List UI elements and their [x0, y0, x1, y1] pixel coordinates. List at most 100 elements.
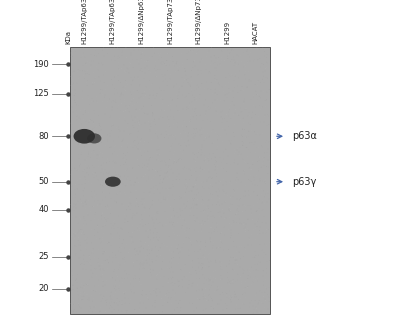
Point — [153, 290, 159, 296]
Point — [180, 151, 186, 157]
Point — [122, 84, 129, 89]
Point — [155, 211, 161, 216]
Text: 50: 50 — [39, 177, 49, 186]
Point — [205, 167, 212, 172]
Point — [180, 181, 186, 186]
Point — [105, 261, 112, 266]
Point — [72, 165, 78, 171]
Point — [83, 80, 89, 85]
Point — [242, 285, 248, 290]
Point — [191, 196, 198, 201]
Point — [189, 49, 196, 54]
Point — [121, 212, 128, 217]
Point — [228, 281, 234, 286]
Point — [168, 224, 174, 229]
Point — [74, 139, 81, 144]
Point — [243, 107, 250, 112]
Point — [212, 90, 218, 96]
Point — [81, 222, 87, 228]
Point — [241, 302, 247, 307]
Point — [201, 235, 208, 241]
Point — [120, 109, 126, 114]
Point — [74, 244, 80, 249]
Point — [119, 201, 125, 207]
Point — [171, 309, 177, 314]
Point — [188, 165, 195, 171]
Point — [145, 161, 151, 166]
Point — [180, 118, 187, 123]
Point — [69, 76, 76, 82]
Point — [96, 123, 103, 128]
Point — [165, 51, 172, 56]
Point — [129, 166, 136, 171]
Point — [119, 74, 126, 80]
Point — [166, 260, 173, 265]
Point — [135, 120, 142, 125]
Point — [174, 120, 180, 125]
Point — [188, 73, 195, 78]
Point — [227, 73, 233, 79]
Point — [247, 113, 253, 119]
Point — [97, 78, 104, 83]
Point — [114, 87, 120, 92]
Point — [219, 154, 225, 160]
Point — [158, 241, 164, 247]
Point — [208, 214, 214, 219]
Point — [138, 153, 145, 158]
Point — [108, 303, 114, 308]
Point — [106, 173, 112, 178]
Point — [151, 220, 157, 226]
Point — [232, 215, 238, 221]
Point — [73, 123, 80, 129]
Point — [200, 180, 207, 185]
Point — [217, 179, 224, 184]
Point — [205, 86, 211, 92]
Point — [162, 76, 168, 81]
Point — [88, 134, 95, 140]
Point — [154, 151, 160, 156]
Point — [84, 99, 90, 105]
Point — [227, 59, 233, 64]
Point — [250, 279, 256, 284]
Point — [240, 106, 247, 111]
Point — [231, 122, 237, 127]
Point — [124, 268, 130, 273]
Point — [71, 122, 77, 128]
Point — [146, 206, 153, 211]
Point — [168, 114, 174, 119]
Point — [236, 83, 242, 89]
Point — [239, 134, 246, 139]
Point — [246, 78, 252, 84]
Point — [221, 232, 228, 238]
Point — [244, 161, 251, 166]
Point — [214, 301, 220, 307]
Point — [70, 283, 76, 288]
Point — [189, 283, 195, 289]
Point — [68, 136, 75, 142]
Point — [187, 262, 193, 267]
Point — [234, 272, 241, 277]
Point — [236, 72, 242, 78]
Point — [170, 170, 176, 176]
Point — [89, 172, 96, 177]
Point — [230, 112, 236, 117]
Point — [158, 108, 165, 113]
Point — [92, 216, 98, 221]
Point — [121, 62, 127, 67]
Point — [223, 91, 229, 96]
Point — [249, 115, 255, 121]
Point — [262, 156, 269, 161]
Point — [141, 53, 148, 58]
Point — [263, 230, 269, 235]
Point — [187, 184, 194, 190]
Point — [262, 305, 268, 310]
Point — [208, 283, 215, 288]
Point — [141, 242, 148, 247]
Point — [231, 151, 238, 156]
Point — [117, 134, 123, 139]
Point — [207, 182, 214, 187]
Point — [164, 114, 171, 120]
Point — [120, 256, 126, 262]
Point — [105, 112, 112, 117]
Point — [94, 134, 100, 140]
